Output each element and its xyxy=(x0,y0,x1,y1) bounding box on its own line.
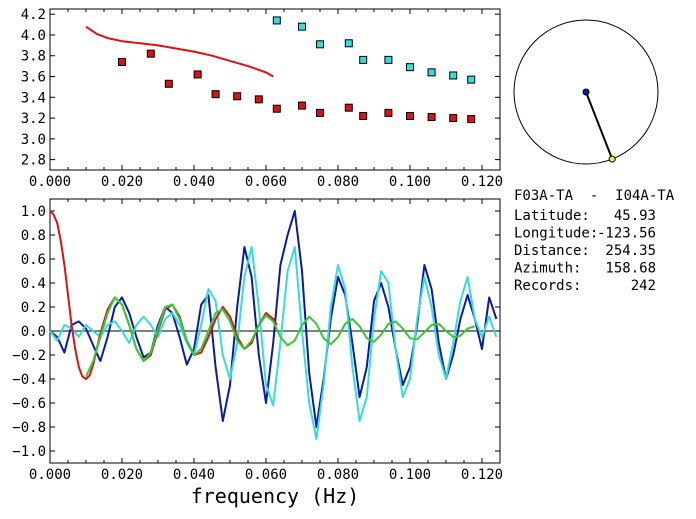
top-point-red xyxy=(193,70,202,79)
bottom-y-tick-label: 1.0 xyxy=(21,204,46,220)
map-inset xyxy=(513,19,659,165)
top-point-red xyxy=(344,103,353,112)
top-y-tick-label: 3.4 xyxy=(21,90,46,106)
velocity-chart: 2.8 3.0 3.2 3.4 3.6 3.8 4.0 4.2 0.000 0.020 0.040… xyxy=(21,7,503,190)
top-point-red xyxy=(316,108,324,117)
top-y-tick-label: 4.2 xyxy=(21,7,46,23)
top-y-tick-label: 3.2 xyxy=(21,111,46,127)
correlation-chart: 1.0 0.8 0.6 0.4 0.2 0.0 −0.2 −0.4 −0.6 −0.8 −1.0 0… xyxy=(12,198,503,508)
top-y-tick-label: 3.0 xyxy=(21,132,46,148)
top-point-cyan xyxy=(467,75,476,84)
bottom-y-tick-label: 0.6 xyxy=(21,252,46,268)
top-point-cyan xyxy=(406,63,414,72)
top-point-red xyxy=(254,95,263,104)
bottom-y-tick-label: 0.2 xyxy=(21,300,46,316)
top-point-red xyxy=(359,111,368,120)
top-y-tick-label: 3.8 xyxy=(21,49,46,65)
bottom-y-tick-label: 0.4 xyxy=(21,276,46,292)
top-line-red xyxy=(85,25,274,78)
bottom-y-tick-label: −1.0 xyxy=(12,444,46,460)
top-point-red xyxy=(118,57,126,66)
info-value: 242 xyxy=(631,278,656,294)
x-axis-label: frequency (Hz) xyxy=(191,484,360,508)
info-label: Distance: xyxy=(514,243,590,259)
azimuth-line xyxy=(585,91,614,160)
top-y-tick-label: 4.0 xyxy=(21,28,46,44)
bottom-line-green xyxy=(85,296,476,378)
info-label: Latitude: xyxy=(514,208,590,224)
bottom-y-axis: 1.0 0.8 0.6 0.4 0.2 0.0 −0.2 −0.4 −0.6 −0.8 −1.0 xyxy=(12,204,500,460)
bottom-x-tick-label: 0.100 xyxy=(389,467,431,483)
top-point-cyan xyxy=(316,40,324,49)
bottom-y-tick-label: −0.2 xyxy=(12,348,46,364)
bottom-x-tick-label: 0.000 xyxy=(29,467,71,483)
bottom-y-tick-label: −0.8 xyxy=(12,420,46,436)
bottom-x-tick-label: 0.060 xyxy=(245,467,287,483)
bottom-x-tick-label: 0.120 xyxy=(461,467,503,483)
top-x-tick-label: 0.080 xyxy=(317,174,359,190)
top-point-red xyxy=(384,108,393,117)
bottom-y-tick-label: 0.8 xyxy=(21,228,46,244)
top-x-tick-label: 0.060 xyxy=(245,174,287,190)
info-label: Azimuth: xyxy=(514,261,581,277)
top-y-tick-label: 2.8 xyxy=(21,153,46,169)
info-label: Records: xyxy=(514,278,581,294)
top-point-red xyxy=(467,115,476,124)
map-circle xyxy=(513,19,659,165)
bottom-line-blue xyxy=(49,210,498,428)
station-a-marker xyxy=(582,88,590,96)
top-point-cyan xyxy=(272,16,281,25)
top-x-tick-label: 0.040 xyxy=(173,174,215,190)
station-pair: F03A-TA - I04A-TA xyxy=(514,188,675,204)
station-info: F03A-TA - I04A-TA Latitude: 45.93 Longitud… xyxy=(514,188,675,294)
top-y-tick-label: 3.6 xyxy=(21,70,46,86)
top-point-red xyxy=(233,92,242,101)
station-b-marker xyxy=(608,155,616,163)
bottom-y-tick-label: 0.0 xyxy=(21,324,46,340)
bottom-x-axis: 0.000 0.020 0.040 0.060 0.080 0.100 0.120 xyxy=(29,199,503,483)
top-x-tick-label: 0.020 xyxy=(101,174,143,190)
top-x-axis: 0.000 0.020 0.040 0.060 0.080 0.100 0.120 xyxy=(29,9,503,190)
info-value: 254.35 xyxy=(605,243,656,259)
top-point-red xyxy=(449,114,458,123)
top-x-tick-label: 0.120 xyxy=(461,174,503,190)
info-label: Longitude: xyxy=(514,226,598,242)
top-point-red xyxy=(406,111,414,120)
top-point-cyan xyxy=(344,39,353,48)
top-point-red xyxy=(272,104,281,113)
top-point-red xyxy=(164,79,173,88)
bottom-y-tick-label: −0.4 xyxy=(12,372,46,388)
bottom-x-tick-label: 0.080 xyxy=(317,467,359,483)
bottom-line-cyan xyxy=(49,246,498,440)
top-point-red xyxy=(298,101,306,110)
top-plot-frame xyxy=(49,8,501,171)
top-x-tick-label: 0.100 xyxy=(389,174,431,190)
info-value: 158.68 xyxy=(605,261,656,277)
bottom-x-tick-label: 0.040 xyxy=(173,467,215,483)
top-point-cyan xyxy=(298,22,306,31)
top-series-group xyxy=(85,16,476,124)
top-y-axis: 2.8 3.0 3.2 3.4 3.6 3.8 4.0 4.2 xyxy=(21,7,500,169)
top-point-red xyxy=(146,49,155,58)
info-value: -123.56 xyxy=(597,226,656,242)
top-point-cyan xyxy=(359,55,368,64)
top-point-cyan xyxy=(427,68,436,77)
top-x-tick-label: 0.000 xyxy=(29,174,71,190)
top-point-red xyxy=(427,113,436,122)
top-point-red xyxy=(211,90,220,99)
top-point-cyan xyxy=(384,55,393,64)
bottom-x-tick-label: 0.020 xyxy=(101,467,143,483)
bottom-series-group xyxy=(49,210,498,440)
info-value: 45.93 xyxy=(614,208,656,224)
top-point-cyan xyxy=(449,71,458,80)
bottom-y-tick-label: −0.6 xyxy=(12,396,46,412)
